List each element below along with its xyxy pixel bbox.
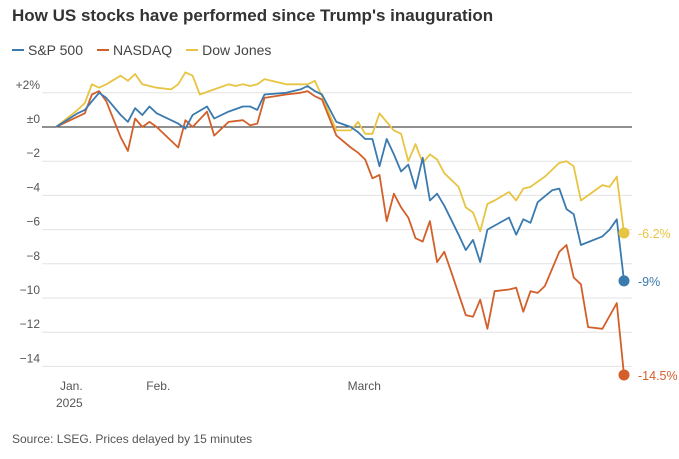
y-tick-label: −2: [26, 146, 40, 160]
end-marker-s-p-500: [618, 275, 630, 287]
legend-label-sp500: S&P 500: [28, 42, 84, 58]
end-label-s-p-500: -9%: [638, 275, 660, 289]
y-tick-label: −12: [20, 317, 41, 331]
series-line-dow-jones: [55, 71, 625, 234]
line-chart: +2% ±0 −2 −4 −6 −8 −10 −12 −14 Jan. 2025 Feb. March -…: [16, 71, 678, 410]
series-line-s-p-500: [55, 85, 625, 282]
y-tick-label: ±0: [27, 112, 41, 126]
chart-title: How US stocks have performed since Trump…: [12, 6, 494, 25]
legend-item-dow: Dow Jones: [186, 42, 271, 58]
y-tick-label: −8: [26, 249, 40, 263]
y-tick-label: +2%: [16, 78, 41, 92]
end-label-dow-jones: -6.2%: [638, 227, 671, 241]
y-tick-label: −4: [26, 180, 40, 194]
end-marker-dow-jones: [618, 227, 630, 239]
y-tick-label: −10: [20, 283, 41, 297]
legend-item-nasdaq: NASDAQ: [97, 42, 172, 58]
x-tick-label: Jan.: [60, 379, 83, 393]
y-tick-label: −6: [26, 215, 40, 229]
source-note: Source: LSEG. Prices delayed by 15 minut…: [12, 432, 253, 446]
legend-swatch-dow: [186, 49, 199, 51]
end-marker-nasdaq: [618, 369, 630, 381]
legend-label-dow: Dow Jones: [202, 42, 272, 58]
legend-label-nasdaq: NASDAQ: [113, 42, 173, 58]
legend-swatch-sp500: [12, 49, 24, 51]
x-tick-sublabel: 2025: [56, 396, 83, 410]
legend-item-sp500: S&P 500: [12, 42, 83, 58]
legend-swatch-nasdaq: [97, 49, 110, 51]
y-tick-label: −14: [20, 351, 41, 365]
x-tick-label: Feb.: [146, 379, 170, 393]
legend: S&P 500 NASDAQ Dow Jones: [12, 42, 285, 58]
end-label-nasdaq: -14.5%: [638, 369, 678, 383]
x-tick-label: March: [348, 379, 381, 393]
series-line-nasdaq: [55, 90, 625, 376]
